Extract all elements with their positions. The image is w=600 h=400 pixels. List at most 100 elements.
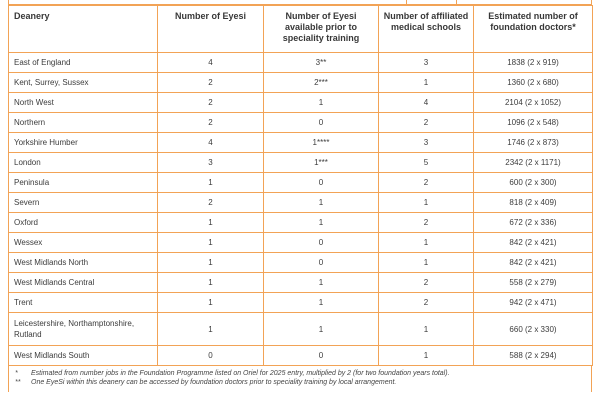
deanery-cell: North West <box>8 92 158 113</box>
value-cell: 842 (2 x 421) <box>473 232 593 253</box>
value-cell: 2 <box>378 212 474 233</box>
value-cell: 4 <box>378 92 474 113</box>
value-cell: 588 (2 x 294) <box>473 345 593 366</box>
value-cell: 1360 (2 x 680) <box>473 72 593 93</box>
value-cell: 0 <box>263 252 379 273</box>
table-row: Trent 1 1 2 942 (2 x 471) <box>8 292 593 313</box>
value-cell: 1838 (2 x 919) <box>473 52 593 73</box>
value-cell: 660 (2 x 330) <box>473 312 593 346</box>
value-cell: 1 <box>263 272 379 293</box>
value-cell: 3 <box>378 52 474 73</box>
deanery-cell: Yorkshire Humber <box>8 132 158 153</box>
value-cell: 0 <box>263 112 379 133</box>
table-body: East of England 4 3** 3 1838 (2 x 919) Kent, … <box>8 52 593 366</box>
value-cell: 1 <box>263 212 379 233</box>
table-row: Northern 2 0 2 1096 (2 x 548) <box>8 112 593 133</box>
value-cell: 2 <box>378 272 474 293</box>
value-cell: 3** <box>263 52 379 73</box>
table-row: Yorkshire Humber 4 1**** 3 1746 (2 x 873) <box>8 132 593 153</box>
value-cell: 1096 (2 x 548) <box>473 112 593 133</box>
value-cell: 3 <box>157 152 264 173</box>
value-cell: 1 <box>263 312 379 346</box>
deanery-eyesi-table: Deanery Number of Eyesi Number of Eyesi … <box>8 5 593 366</box>
value-cell: 1 <box>378 252 474 273</box>
value-cell: 2 <box>378 112 474 133</box>
table-row: London 3 1*** 5 2342 (2 x 1171) <box>8 152 593 173</box>
deanery-cell: Wessex <box>8 232 158 253</box>
border-stub <box>456 0 457 5</box>
value-cell: 0 <box>263 345 379 366</box>
deanery-cell: West Midlands Central <box>8 272 158 293</box>
deanery-cell: Peninsula <box>8 172 158 193</box>
value-cell: 1 <box>157 212 264 233</box>
value-cell: 818 (2 x 409) <box>473 192 593 213</box>
deanery-cell: London <box>8 152 158 173</box>
value-cell: 600 (2 x 300) <box>473 172 593 193</box>
value-cell: 2 <box>157 192 264 213</box>
table-row: Kent, Surrey, Sussex 2 2*** 1 1360 (2 x 680) <box>8 72 593 93</box>
value-cell: 2342 (2 x 1171) <box>473 152 593 173</box>
deanery-cell: Oxford <box>8 212 158 233</box>
deanery-cell: Leicestershire, Northamptonshire, Rutlan… <box>8 312 158 346</box>
value-cell: 2 <box>157 72 264 93</box>
value-cell: 942 (2 x 471) <box>473 292 593 313</box>
value-cell: 672 (2 x 336) <box>473 212 593 233</box>
value-cell: 1 <box>157 232 264 253</box>
value-cell: 1 <box>263 192 379 213</box>
value-cell: 4 <box>157 52 264 73</box>
value-cell: 2 <box>378 292 474 313</box>
value-cell: 1 <box>378 312 474 346</box>
table-row: Oxford 1 1 2 672 (2 x 336) <box>8 212 593 233</box>
column-header-foundation-doctors: Estimated number of foundation doctors* <box>473 5 593 53</box>
footnote-text: Estimated from number jobs in the Founda… <box>31 370 450 377</box>
value-cell: 1 <box>157 172 264 193</box>
value-cell: 2104 (2 x 1052) <box>473 92 593 113</box>
value-cell: 1*** <box>263 152 379 173</box>
value-cell: 1 <box>157 312 264 346</box>
value-cell: 2*** <box>263 72 379 93</box>
value-cell: 1 <box>378 192 474 213</box>
value-cell: 4 <box>157 132 264 153</box>
value-cell: 1 <box>157 272 264 293</box>
table-row: Severn 2 1 1 818 (2 x 409) <box>8 192 593 213</box>
column-header-eyesi-prior-training: Number of Eyesi available prior to speci… <box>263 5 379 53</box>
value-cell: 1746 (2 x 873) <box>473 132 593 153</box>
footnote-line: * Estimated from number jobs in the Found… <box>15 369 585 378</box>
footnote-text: One EyeSi within this deanery can be acc… <box>31 379 397 386</box>
value-cell: 5 <box>378 152 474 173</box>
deanery-cell: Trent <box>8 292 158 313</box>
table-row: West Midlands Central 1 1 2 558 (2 x 279) <box>8 272 593 293</box>
value-cell: 1 <box>378 72 474 93</box>
table-row: West Midlands South 0 0 1 588 (2 x 294) <box>8 345 593 366</box>
value-cell: 1 <box>263 292 379 313</box>
header-row: Deanery Number of Eyesi Number of Eyesi … <box>8 5 593 53</box>
value-cell: 1 <box>378 232 474 253</box>
deanery-cell: East of England <box>8 52 158 73</box>
table-row: North West 2 1 4 2104 (2 x 1052) <box>8 92 593 113</box>
value-cell: 0 <box>263 172 379 193</box>
border-stub <box>406 0 407 5</box>
table-row: West Midlands North 1 0 1 842 (2 x 421) <box>8 252 593 273</box>
footnote-marker: ** <box>15 379 21 386</box>
column-header-number-of-eyesi: Number of Eyesi <box>157 5 264 53</box>
value-cell: 0 <box>157 345 264 366</box>
value-cell: 2 <box>157 92 264 113</box>
table-row: Peninsula 1 0 2 600 (2 x 300) <box>8 172 593 193</box>
value-cell: 2 <box>378 172 474 193</box>
table-row: East of England 4 3** 3 1838 (2 x 919) <box>8 52 593 73</box>
deanery-cell: Kent, Surrey, Sussex <box>8 72 158 93</box>
footnote-marker: * <box>15 370 18 377</box>
value-cell: 842 (2 x 421) <box>473 252 593 273</box>
footnotes-section: * Estimated from number jobs in the Found… <box>8 366 592 392</box>
value-cell: 558 (2 x 279) <box>473 272 593 293</box>
value-cell: 1 <box>378 345 474 366</box>
deanery-cell: Northern <box>8 112 158 133</box>
table-header: Deanery Number of Eyesi Number of Eyesi … <box>8 5 593 53</box>
column-header-deanery: Deanery <box>8 5 158 53</box>
deanery-cell: West Midlands North <box>8 252 158 273</box>
value-cell: 1**** <box>263 132 379 153</box>
footnote-line: ** One EyeSi within this deanery can be a… <box>15 378 585 387</box>
column-header-affiliated-medical-schools: Number of affiliated medical schools <box>378 5 474 53</box>
table-row: Wessex 1 0 1 842 (2 x 421) <box>8 232 593 253</box>
